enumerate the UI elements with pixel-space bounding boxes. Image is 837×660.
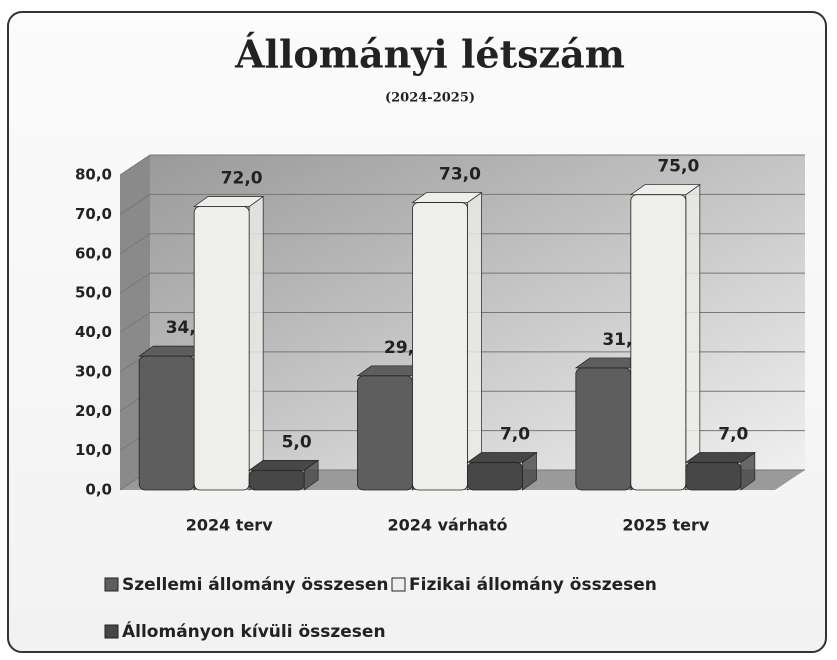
grid-line [119, 272, 805, 294]
x-tick-label: 2025 terv [622, 516, 709, 535]
legend-label: Szellemi állomány összesen [122, 575, 389, 595]
data-label: 7,0 [500, 424, 530, 444]
grid-line [119, 233, 805, 255]
data-label: 5,0 [282, 432, 312, 452]
data-label: 75,0 [657, 157, 699, 177]
grid-line [119, 154, 805, 176]
y-tick-label: 20,0 [75, 402, 112, 420]
bar [685, 462, 742, 491]
y-tick-label: 80,0 [75, 166, 112, 184]
y-tick-label: 60,0 [75, 244, 112, 262]
bar [193, 206, 250, 491]
bar [630, 194, 687, 491]
bar-side [685, 184, 701, 491]
bar [575, 367, 632, 491]
bar [248, 469, 305, 491]
grid-line [119, 312, 805, 333]
y-tick-label: 40,0 [75, 323, 112, 341]
legend-label: Fizikai állomány összesen [409, 575, 657, 595]
data-label: 73,0 [439, 165, 481, 185]
legend-label: Állományon kívüli összesen [122, 620, 386, 642]
x-tick-label: 2024 terv [186, 516, 273, 535]
bar [467, 462, 523, 491]
chart-subtitle: (2024-2025) [385, 91, 475, 106]
bar [412, 202, 468, 491]
y-tick-label: 30,0 [75, 362, 112, 380]
x-tick-label: 2024 várható [387, 516, 507, 535]
bar [357, 375, 413, 491]
y-tick-label: 70,0 [75, 205, 112, 223]
legend-marker [391, 577, 406, 592]
chart-title: Állományi létszám [234, 32, 625, 77]
data-label: 72,0 [221, 169, 263, 189]
legend-marker [104, 624, 119, 639]
grid-line [119, 193, 805, 215]
bar-side [467, 191, 482, 491]
bar-side [248, 195, 264, 491]
y-tick-label: 0,0 [85, 481, 112, 499]
legend-marker [104, 577, 119, 592]
y-tick-label: 10,0 [75, 441, 112, 459]
bar [138, 355, 195, 491]
data-label: 7,0 [718, 424, 748, 444]
y-tick-label: 50,0 [75, 284, 112, 302]
